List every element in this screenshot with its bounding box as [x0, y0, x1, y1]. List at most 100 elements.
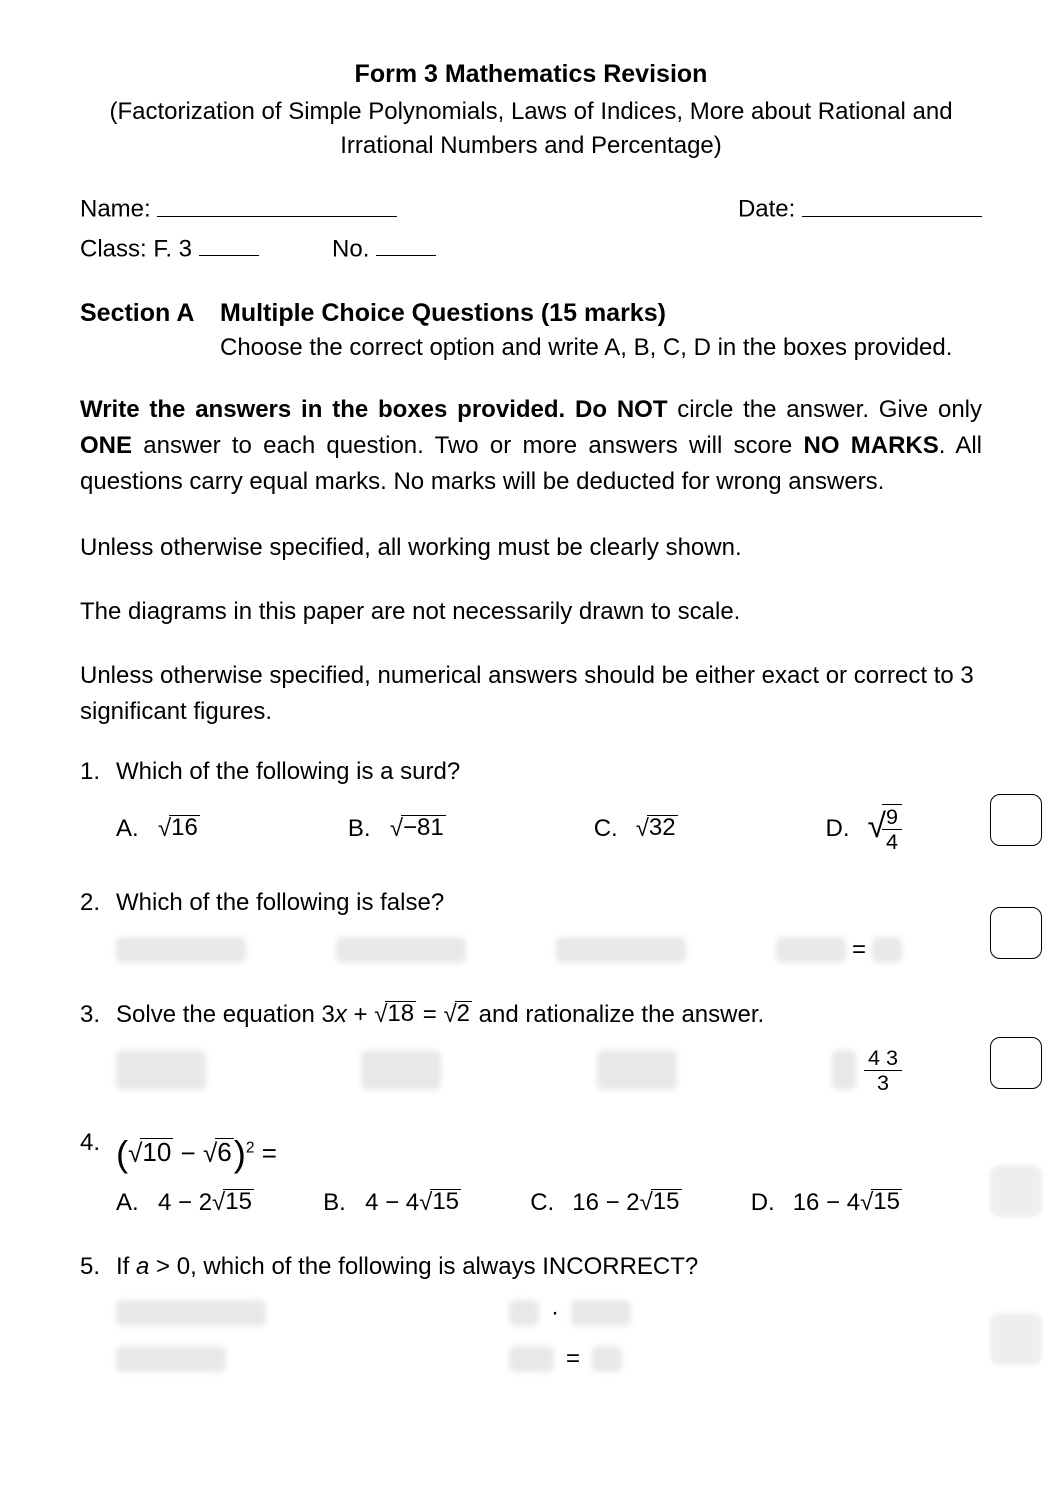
q3-opt-b-blur: [361, 1050, 441, 1090]
date-blank[interactable]: [802, 190, 982, 216]
q3-opt-d-blur: [832, 1050, 856, 1090]
q5-number: 5.: [80, 1253, 100, 1281]
question-5: 5. If a > 0, which of the following is a…: [80, 1253, 982, 1373]
q1-options: A. √16 B. √−81 C. √32 D. √94: [116, 804, 902, 854]
q4-opt-d: D. 16 − 4√15: [751, 1189, 902, 1217]
q4-c-value: 16 − 2√15: [572, 1189, 681, 1217]
q4-options: A. 4 − 2√15 B. 4 − 4√15 C. 16 − 2√15 D. …: [116, 1189, 902, 1217]
instr-text-2: circle the answer. Give only: [667, 396, 982, 423]
q3-options: 4 3 3: [116, 1047, 902, 1093]
q5-d-blur2: [592, 1346, 622, 1372]
q1-b-value: √−81: [390, 815, 446, 843]
q4-number: 4.: [80, 1129, 100, 1157]
no-label: No.: [332, 235, 369, 262]
q1-opt-d: D. √94: [826, 804, 902, 854]
q5-text: If a > 0, which of the following is alwa…: [116, 1253, 902, 1281]
q3-opt-c-blur: [597, 1050, 677, 1090]
page-subtitle: (Factorization of Simple Polynomials, La…: [80, 95, 982, 162]
date-field: Date:: [738, 190, 982, 223]
question-3: 3. Solve the equation 3x + √18 = √2 and …: [80, 1001, 982, 1093]
instructions-1: Write the answers in the boxes provided.…: [80, 392, 982, 500]
question-2: 2. Which of the following is false? =: [80, 889, 982, 965]
q4-b-label: B.: [323, 1189, 351, 1217]
q5-c-blur: [116, 1346, 226, 1372]
q1-number: 1.: [80, 758, 100, 786]
q3-number: 3.: [80, 1001, 100, 1029]
q2-number: 2.: [80, 889, 100, 917]
instr-text-3: answer to each question. Two or more ans…: [132, 432, 803, 459]
instr-not: NOT: [617, 396, 668, 423]
name-label: Name:: [80, 196, 151, 223]
q2-options: =: [116, 935, 902, 965]
q2-opt-d-blur1: [776, 937, 846, 963]
question-1: 1. Which of the following is a surd? A. …: [80, 758, 982, 854]
q5-options: · =: [116, 1299, 902, 1373]
q1-b-label: B.: [348, 815, 376, 843]
q5-d-blur1: [509, 1346, 554, 1372]
q4-a-value: 4 − 2√15: [158, 1189, 254, 1217]
q4-opt-b: B. 4 − 4√15: [323, 1189, 461, 1217]
q4-answer-box[interactable]: [990, 1165, 1042, 1217]
q4-opt-c: C. 16 − 2√15: [530, 1189, 681, 1217]
para-sigfig: Unless otherwise specified, numerical an…: [80, 658, 982, 730]
q5-opt-c: [116, 1345, 509, 1373]
q3-opt-d: 4 3 3: [832, 1046, 902, 1095]
q2-opt-a-blur: [116, 937, 246, 963]
section-title: Multiple Choice Questions (15 marks): [220, 299, 666, 328]
q5-opt-d: =: [509, 1345, 902, 1373]
q5-b-blur2: [571, 1300, 631, 1326]
q2-opt-b-blur: [336, 937, 466, 963]
q1-a-value: √16: [158, 815, 200, 843]
page-title: Form 3 Mathematics Revision: [80, 60, 982, 89]
q2-eq: =: [852, 936, 866, 964]
q4-opt-a: A. 4 − 2√15: [116, 1189, 254, 1217]
q4-text: (√10 − √6)2 =: [116, 1129, 902, 1171]
q5-eq: =: [566, 1345, 580, 1373]
instr-one: ONE: [80, 432, 132, 459]
q4-c-label: C.: [530, 1189, 558, 1217]
q1-opt-a: A. √16: [116, 815, 200, 843]
class-label: Class: F. 3: [80, 235, 192, 262]
q4-b-value: 4 − 4√15: [365, 1189, 461, 1217]
question-4: 4. (√10 − √6)2 = A. 4 − 2√15 B. 4 − 4√15…: [80, 1129, 982, 1217]
para-diagrams: The diagrams in this paper are not neces…: [80, 594, 982, 630]
q5-answer-box[interactable]: [990, 1313, 1042, 1365]
q2-opt-d-blur2: [872, 937, 902, 963]
q5-b-blur1: [509, 1300, 539, 1326]
name-blank[interactable]: [157, 190, 397, 216]
date-label: Date:: [738, 196, 795, 223]
section-label: Section A: [80, 299, 220, 328]
para-working: Unless otherwise specified, all working …: [80, 530, 982, 566]
q3-text: Solve the equation 3x + √18 = √2 and rat…: [116, 1001, 902, 1029]
section-description: Choose the correct option and write A, B…: [220, 334, 982, 362]
q1-c-value: √32: [636, 815, 678, 843]
sigfig-text: Unless otherwise specified, numerical an…: [80, 662, 960, 689]
q1-text: Which of the following is a surd?: [116, 758, 902, 786]
q2-opt-d: =: [776, 936, 902, 964]
section-header: Section A Multiple Choice Questions (15 …: [80, 299, 982, 328]
q1-opt-c: C. √32: [594, 815, 678, 843]
q3-d-frac: 4 3 3: [864, 1046, 902, 1095]
q5-opt-b: ·: [509, 1299, 902, 1327]
q1-opt-b: B. √−81: [348, 815, 446, 843]
q5-opt-a: [116, 1299, 509, 1327]
q1-answer-box[interactable]: [990, 794, 1042, 846]
q5-dot: ·: [551, 1299, 559, 1327]
q1-d-label: D.: [826, 815, 854, 843]
q5-a-blur: [116, 1300, 266, 1326]
q1-c-label: C.: [594, 815, 622, 843]
q3-answer-box[interactable]: [990, 1037, 1042, 1089]
q2-answer-box[interactable]: [990, 907, 1042, 959]
q3-opt-a-blur: [116, 1050, 206, 1090]
instr-nomarks: NO MARKS: [804, 432, 939, 459]
class-row: Class: F. 3 No.: [80, 230, 982, 263]
q2-opt-c-blur: [556, 937, 686, 963]
q4-a-label: A.: [116, 1189, 144, 1217]
instr-bold-1: Write the answers in the boxes provided.…: [80, 396, 617, 423]
class-blank[interactable]: [199, 230, 259, 256]
q1-a-label: A.: [116, 815, 144, 843]
q2-text: Which of the following is false?: [116, 889, 902, 917]
name-field: Name:: [80, 190, 397, 223]
name-date-row: Name: Date:: [80, 190, 982, 223]
no-blank[interactable]: [376, 230, 436, 256]
